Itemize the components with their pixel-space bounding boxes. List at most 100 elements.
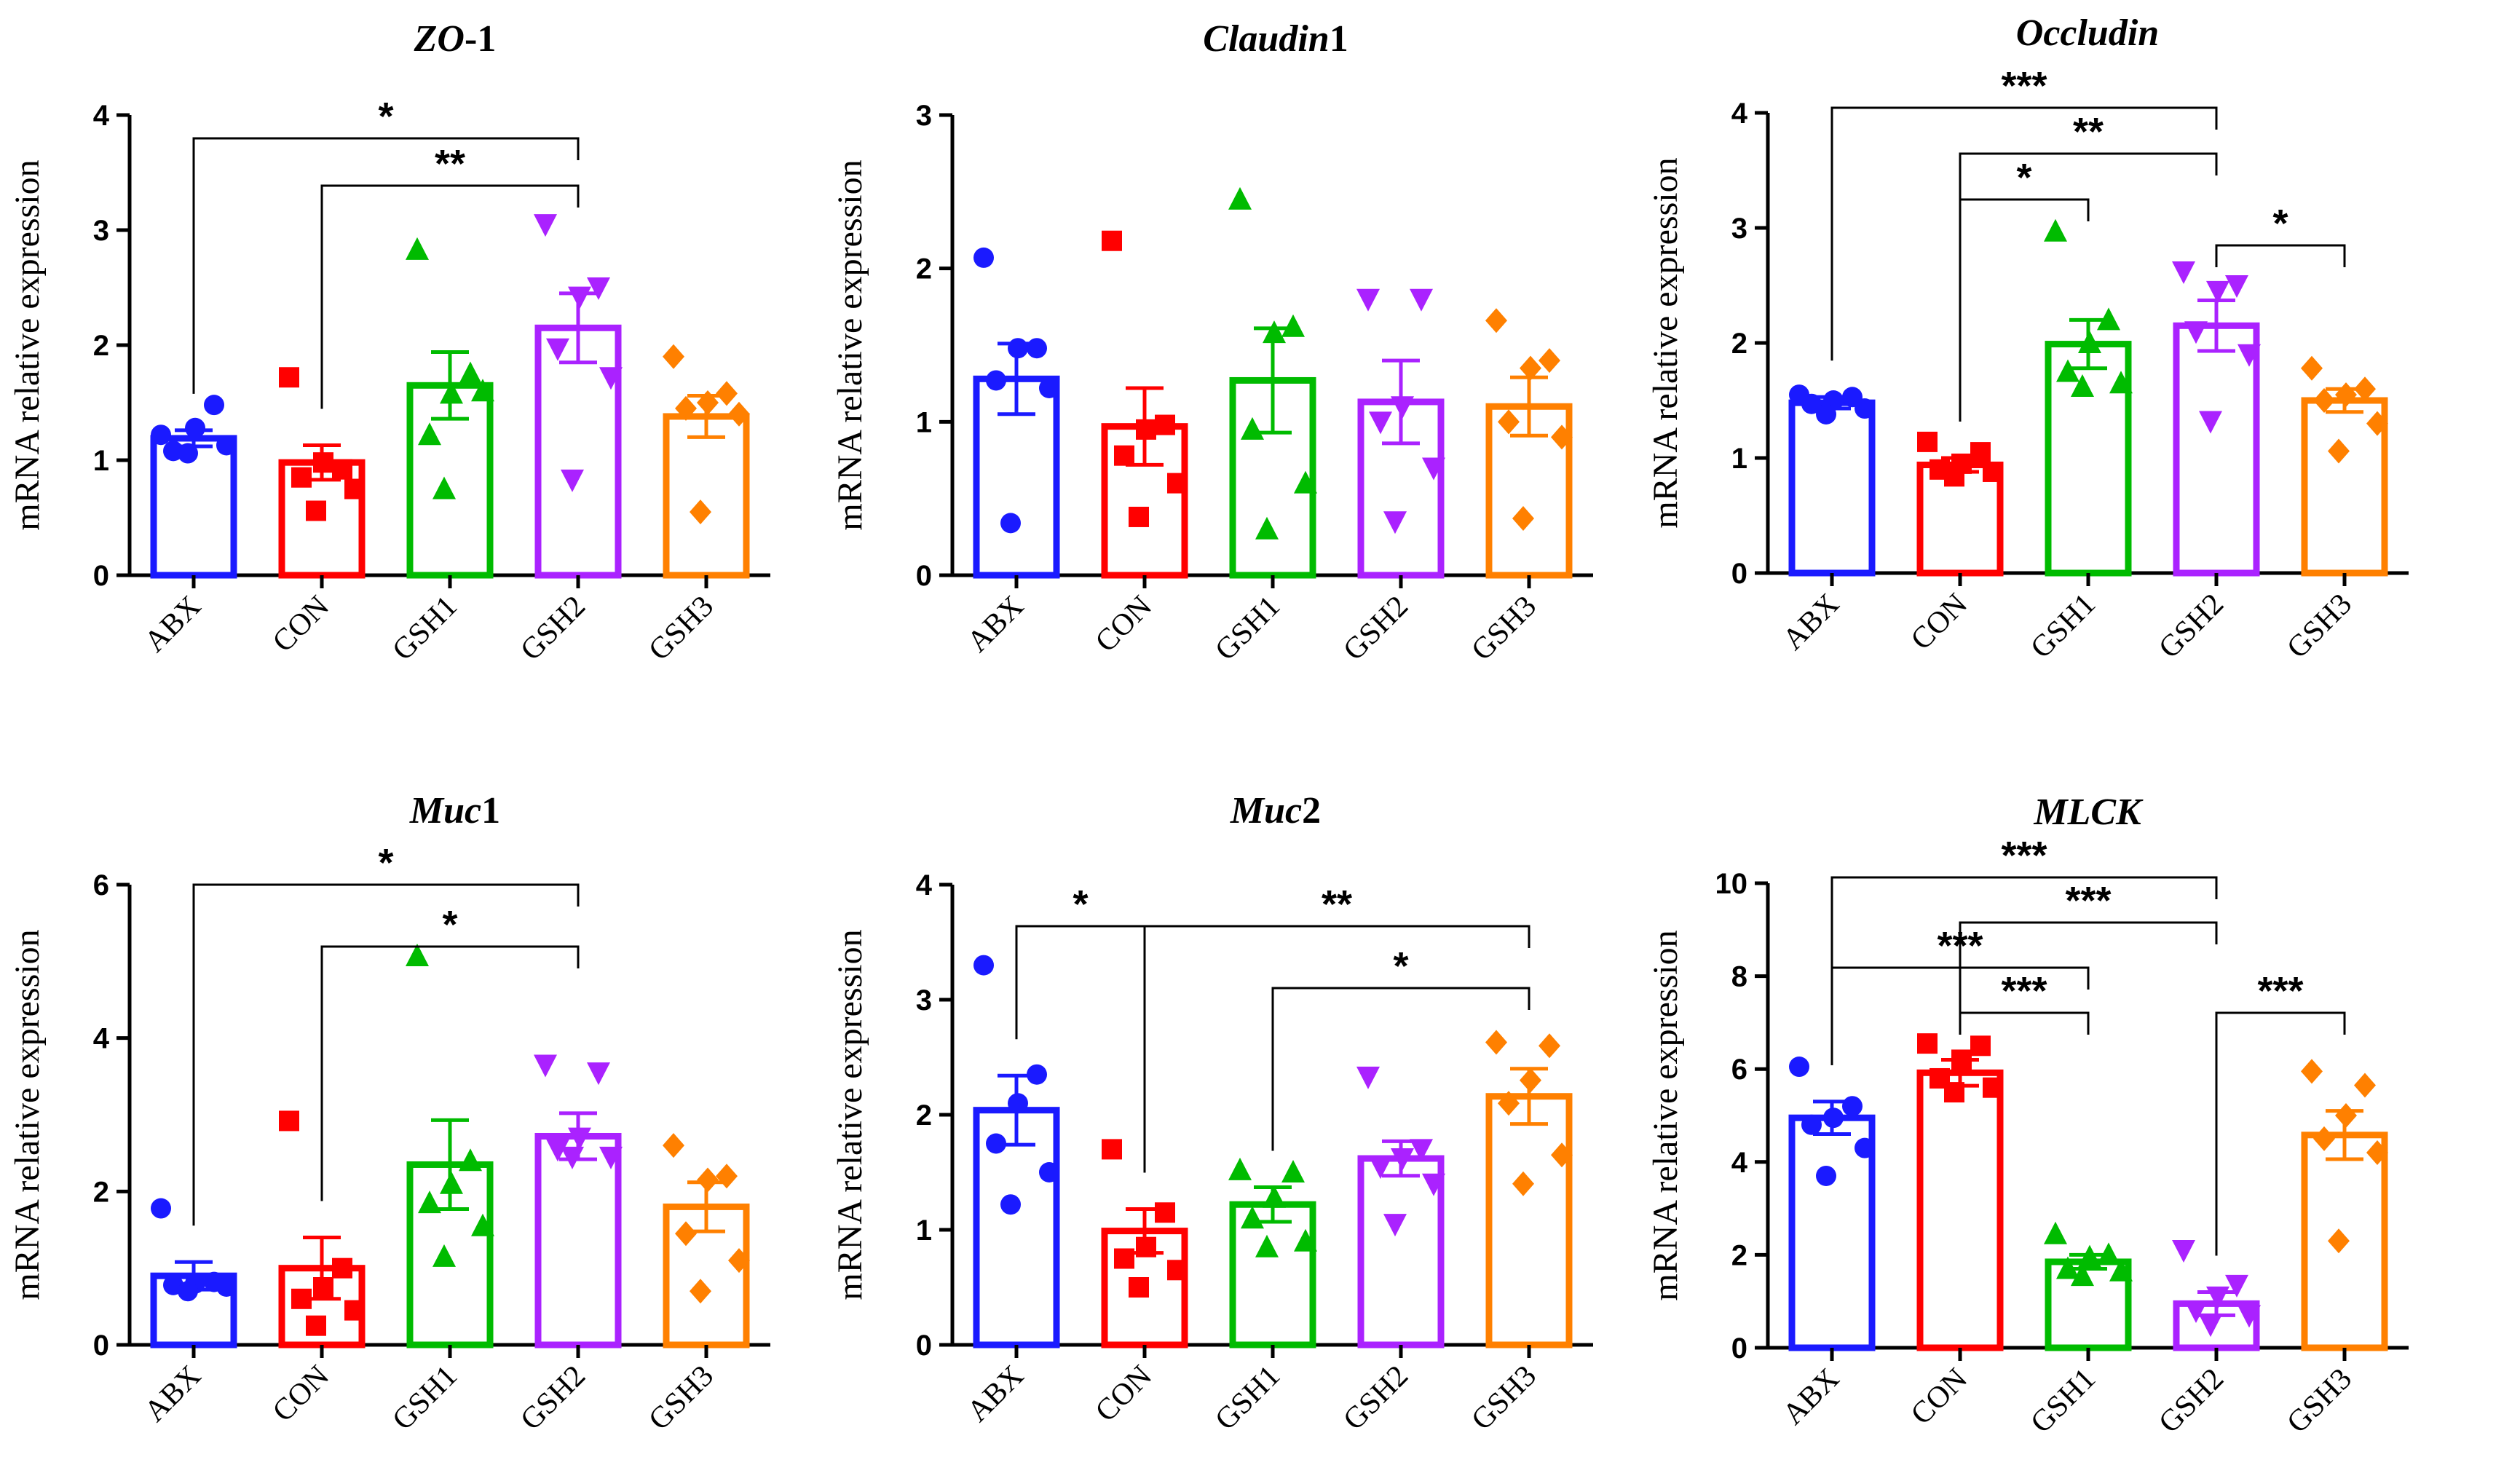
data-point (1823, 1107, 1844, 1129)
data-point (1816, 403, 1836, 425)
data-point (568, 286, 591, 309)
x-tick-label: ABX (961, 1359, 1030, 1429)
x-tick-label: GSH3 (2280, 588, 2358, 666)
data-point (1855, 398, 1875, 419)
significance-label: *** (2257, 969, 2303, 1013)
y-tick-label: 2 (1731, 1239, 1747, 1271)
y-tick-label: 3 (93, 215, 109, 247)
data-point (406, 943, 429, 966)
x-tick-label: ABX (1777, 1362, 1846, 1432)
bar-gsh3 (1485, 1093, 1573, 1348)
data-point (313, 452, 333, 473)
data-point (1498, 409, 1520, 435)
chart-title-part: Muc (1230, 790, 1302, 832)
data-point (418, 422, 441, 446)
significance-label: * (378, 841, 393, 885)
data-point (313, 1277, 333, 1298)
data-point (2071, 1263, 2094, 1287)
y-tick-label: 4 (93, 1023, 110, 1055)
data-point (332, 1257, 352, 1279)
y-tick-label: 3 (916, 984, 932, 1016)
data-point (1485, 1030, 1507, 1055)
chart-title: Muc1 (409, 790, 500, 832)
significance-bracket (2215, 244, 2346, 267)
data-point (178, 1281, 198, 1302)
data-point (1000, 513, 1021, 534)
x-tick-label: GSH2 (1337, 590, 1415, 668)
data-point (1917, 431, 1938, 452)
data-point (2354, 376, 2376, 402)
data-point (1136, 419, 1156, 440)
data-point (1520, 1067, 1541, 1093)
data-point (690, 499, 711, 525)
data-point (1129, 506, 1149, 527)
data-point (1498, 1091, 1520, 1116)
x-tick-label: GSH2 (1337, 1359, 1415, 1437)
data-point (1391, 396, 1414, 419)
data-point (2225, 1274, 2248, 1298)
data-point (1383, 511, 1407, 534)
data-point (1000, 1194, 1021, 1215)
significance-label: *** (2065, 879, 2111, 923)
x-tick-label: CON (1089, 1359, 1158, 1429)
y-tick-label: 2 (93, 1176, 109, 1208)
significance-label: *** (1937, 924, 1983, 968)
data-point (561, 1146, 584, 1169)
data-point (1422, 1173, 1445, 1196)
data-point (418, 1190, 441, 1214)
data-point (2056, 359, 2079, 382)
data-point (2109, 371, 2133, 394)
data-point (716, 381, 738, 406)
data-point (1369, 411, 1392, 435)
data-point (1970, 1035, 1991, 1057)
data-point (568, 1127, 591, 1150)
y-tick-label: 3 (1731, 213, 1747, 245)
y-tick-label: 0 (1731, 558, 1747, 590)
data-point (2301, 1059, 2323, 1084)
data-point (459, 1148, 482, 1172)
data-point (587, 1062, 610, 1086)
data-point (1410, 288, 1433, 312)
significance-label: *** (2001, 969, 2047, 1013)
data-point (973, 247, 994, 268)
data-point (1551, 425, 1573, 450)
data-point (432, 1244, 456, 1267)
data-point (675, 395, 697, 421)
data-point (2354, 1073, 2376, 1098)
data-point (1983, 461, 2003, 482)
chart-panel-3: Muc1 mRNA relative expression 0 2 4 6 ABX CON GS… (8, 790, 770, 1437)
data-point (1241, 1206, 1264, 1229)
y-tick-label: 8 (1731, 961, 1747, 993)
y-tick-label: 4 (916, 869, 933, 901)
chart-title-part: 2 (1302, 790, 1321, 832)
x-tick-label: GSH2 (2152, 1362, 2230, 1440)
y-axis-label: mRNA relative expression (8, 159, 47, 530)
x-tick-label: ABX (961, 590, 1030, 659)
data-point (1039, 1162, 1059, 1182)
data-point (204, 395, 224, 416)
data-point (2097, 1242, 2120, 1265)
data-point (185, 417, 205, 438)
bar-gsh3 (663, 413, 750, 579)
x-tick-label: GSH1 (2024, 1362, 2102, 1440)
data-point (2109, 1258, 2133, 1282)
data-point (1263, 320, 1286, 344)
data-point (1801, 393, 1822, 414)
data-point (546, 1139, 569, 1162)
data-point (663, 344, 684, 369)
data-point (1167, 473, 1188, 494)
y-tick-label: 2 (1731, 328, 1747, 360)
chart-title-part: -1 (465, 18, 496, 60)
data-point (306, 1315, 326, 1336)
data-point (1241, 416, 1264, 440)
significance-label: * (2016, 156, 2031, 200)
data-point (471, 379, 494, 402)
data-point (1917, 1033, 1938, 1054)
bar-con (1916, 1069, 2004, 1351)
y-tick-label: 1 (916, 1215, 932, 1247)
data-point (216, 1276, 237, 1297)
y-tick-label: 6 (1731, 1054, 1747, 1086)
data-point (2328, 438, 2350, 464)
data-point (1294, 1228, 1317, 1252)
